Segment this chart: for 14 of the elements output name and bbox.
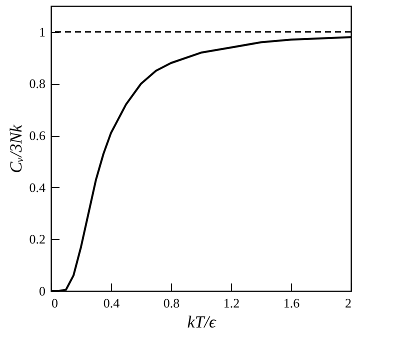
y-tick-label: 0.6 [29,128,46,144]
y-tick-label: 1 [39,24,46,40]
x-tick-label: 0.8 [163,296,180,310]
x-tick-label: 1.6 [283,296,300,310]
y-axis-title: Cᵥ/3Nk [6,124,26,174]
y-tick-label: 0.2 [29,232,46,247]
y-tick-label: 0.4 [29,180,46,195]
y-tick-label: 0 [39,284,46,298]
x-tick-label: 0 [52,296,58,310]
y-tick-label: 0.8 [29,76,46,92]
x-tick-label: 1.2 [223,296,240,310]
x-axis-title: kT/ϵ [187,312,217,332]
x-tick-label: 0.4 [103,296,120,310]
x-tick-label: 2 [345,296,352,310]
